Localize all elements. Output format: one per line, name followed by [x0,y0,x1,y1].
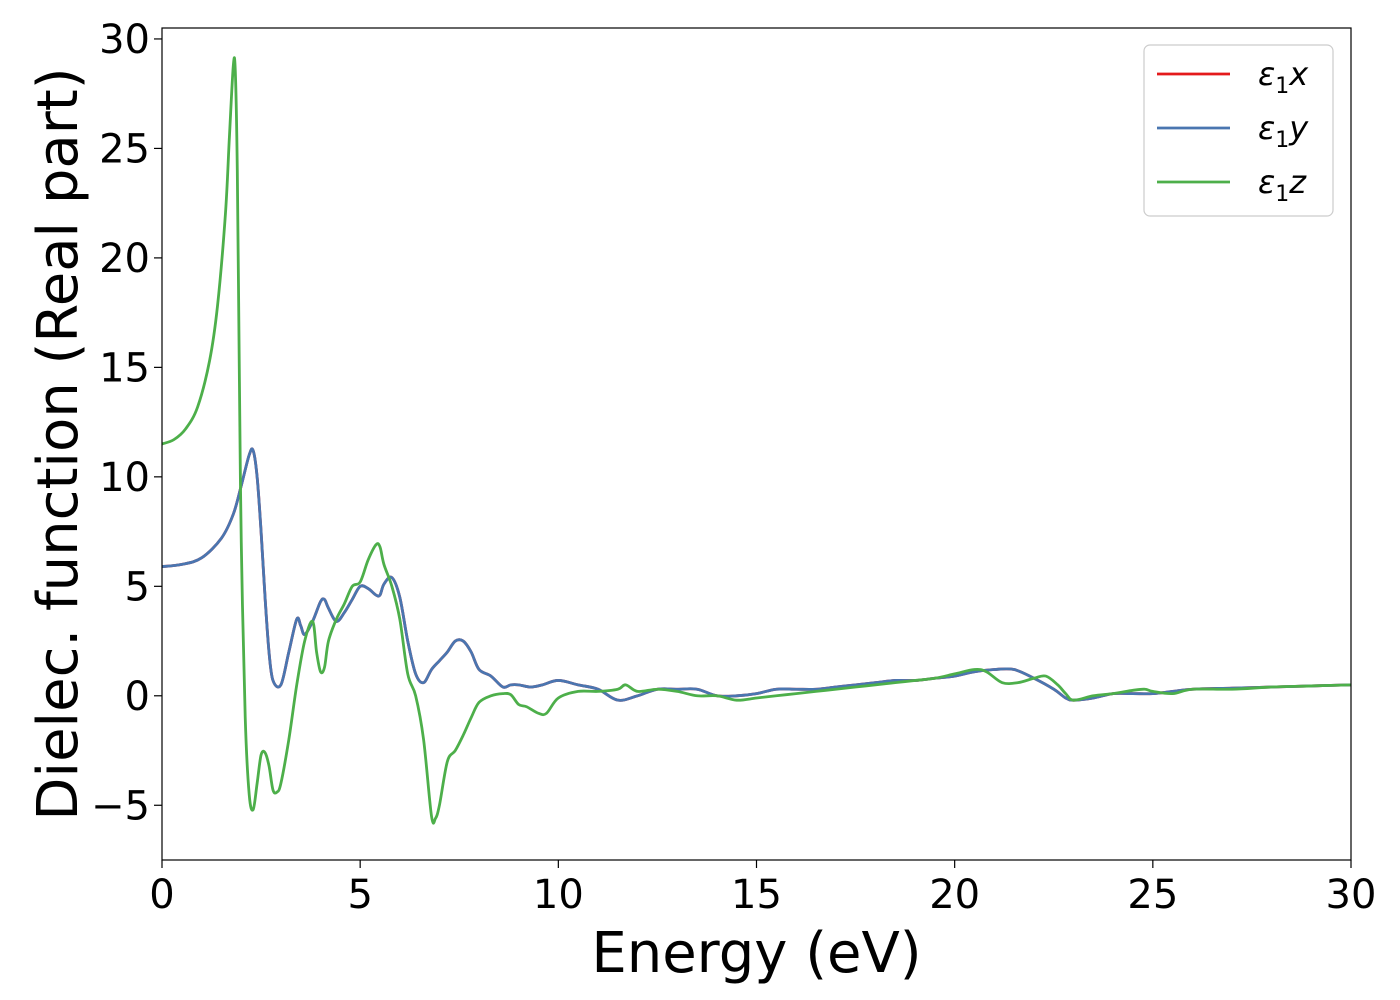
x-tick-label: 5 [347,872,372,918]
series-layer [162,56,1351,825]
x-tick-label: 15 [731,872,782,918]
legend-label-x: ε1x [1258,55,1309,99]
y-axis-label: Dielec. function (Real part) [26,67,91,820]
legend-box [1143,44,1334,217]
legend-label-y: ε1y [1258,109,1309,153]
legend-label-z: ε1z [1258,163,1307,207]
y-tick-label: 0 [125,674,150,720]
legend: ε1x ε1y ε1z [1143,44,1334,217]
x-tick-label: 10 [533,872,584,918]
series-line-x [162,447,1351,702]
series-line-z [162,56,1351,825]
x-axis-label: Energy (eV) [591,921,921,986]
y-tick-label: 25 [99,126,150,172]
y-tick-label: 30 [99,17,150,63]
y-tick-label: 5 [125,564,150,610]
ticks-layer: 0 5 10 15 20 25 30 −5 0 5 10 15 20 25 30 [91,17,1376,918]
y-tick-label: 15 [99,345,150,391]
x-tick-label: 0 [149,872,174,918]
series-line-y [162,447,1351,702]
x-tick-label: 25 [1127,872,1178,918]
y-tick-label: −5 [91,783,150,829]
x-tick-label: 30 [1326,872,1377,918]
y-tick-label: 10 [99,455,150,501]
x-tick-label: 20 [929,872,980,918]
y-tick-label: 20 [99,236,150,282]
